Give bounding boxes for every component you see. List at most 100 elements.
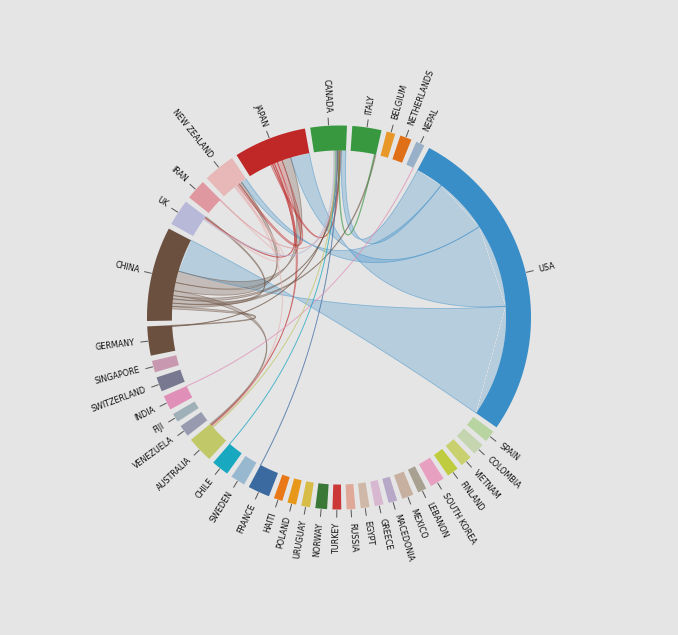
Text: MACEDONIA: MACEDONIA [393,513,415,563]
Polygon shape [393,135,412,163]
Text: HAITI: HAITI [263,511,278,533]
Text: USA: USA [538,261,556,274]
Polygon shape [341,150,441,244]
Text: NEPAL: NEPAL [422,107,441,133]
Text: UK: UK [155,196,170,209]
Text: TURKEY: TURKEY [332,523,341,554]
Polygon shape [157,370,185,391]
Text: FRANCE: FRANCE [236,502,257,535]
Polygon shape [147,229,191,321]
Text: LEBANON: LEBANON [424,500,449,539]
Polygon shape [291,153,506,307]
Polygon shape [174,291,267,425]
Polygon shape [152,355,179,372]
Text: URUGUAY: URUGUAY [292,519,308,559]
Text: NETHERLANDS: NETHERLANDS [406,68,435,126]
Polygon shape [164,386,193,410]
Polygon shape [408,466,426,492]
Polygon shape [382,477,397,503]
Text: CHINA: CHINA [113,260,140,275]
Polygon shape [191,424,226,459]
Text: NEW ZEALAND: NEW ZEALAND [170,108,214,160]
Text: SOUTH KOREA: SOUTH KOREA [441,491,478,546]
Polygon shape [172,307,256,326]
Text: SWITZERLAND: SWITZERLAND [90,385,148,413]
Polygon shape [260,150,338,465]
Text: FIJI: FIJI [152,421,166,434]
Text: SINGAPORE: SINGAPORE [94,366,142,386]
Polygon shape [457,429,483,453]
Polygon shape [172,150,338,326]
Polygon shape [394,472,414,498]
Polygon shape [214,444,241,474]
Polygon shape [418,148,531,427]
Polygon shape [172,154,376,307]
Polygon shape [370,480,384,506]
Polygon shape [189,182,220,213]
Text: IRAN: IRAN [169,164,188,184]
Text: COLOMBIA: COLOMBIA [485,455,523,491]
Text: INDIA: INDIA [134,404,157,423]
Text: GERMANY: GERMANY [95,338,136,352]
Polygon shape [237,161,303,246]
Polygon shape [212,185,283,427]
Polygon shape [174,182,278,295]
Text: JAPAN: JAPAN [252,103,268,128]
Text: FINLAND: FINLAND [457,480,485,514]
Polygon shape [338,150,375,235]
Polygon shape [147,325,176,356]
Polygon shape [446,439,471,465]
Polygon shape [271,150,340,237]
Polygon shape [467,417,494,441]
Polygon shape [173,150,341,301]
Text: NORWAY: NORWAY [313,521,324,557]
Polygon shape [207,158,246,196]
Polygon shape [241,179,479,263]
Polygon shape [358,483,370,508]
Text: SPAIN: SPAIN [498,441,521,462]
Text: SWEDEN: SWEDEN [208,490,235,524]
Polygon shape [213,150,336,427]
Polygon shape [301,481,314,507]
Polygon shape [220,150,337,249]
Polygon shape [351,126,382,154]
Polygon shape [220,187,283,256]
Polygon shape [180,412,207,436]
Polygon shape [274,474,290,501]
Polygon shape [315,483,329,509]
Text: RUSSIA: RUSSIA [347,522,358,552]
Polygon shape [237,128,309,177]
Polygon shape [172,202,205,236]
Polygon shape [173,401,199,422]
Polygon shape [249,465,278,496]
Text: MEXICO: MEXICO [408,507,428,540]
Polygon shape [204,186,281,262]
Polygon shape [287,478,302,505]
Polygon shape [346,484,355,509]
Polygon shape [332,485,341,509]
Polygon shape [186,168,414,386]
Text: GREECE: GREECE [378,518,393,551]
Polygon shape [203,150,334,256]
Polygon shape [205,163,296,257]
Text: AUSTRALIA: AUSTRALIA [155,456,193,493]
Text: CHILE: CHILE [194,476,216,500]
Text: ITALY: ITALY [365,94,376,115]
Text: CANADA: CANADA [321,78,332,112]
Polygon shape [380,131,395,157]
Text: VIETNAM: VIETNAM [472,469,502,501]
Text: POLAND: POLAND [276,516,293,550]
Text: VENEZUELA: VENEZUELA [132,435,176,471]
Polygon shape [434,449,458,476]
Polygon shape [211,163,298,426]
Polygon shape [232,456,256,485]
Text: BELGIUM: BELGIUM [391,84,409,121]
Polygon shape [176,157,302,289]
Polygon shape [419,458,443,486]
Polygon shape [178,240,506,413]
Polygon shape [311,126,347,152]
Polygon shape [406,142,424,168]
Polygon shape [230,150,336,444]
Text: EGYPT: EGYPT [363,521,375,547]
Polygon shape [173,217,265,305]
